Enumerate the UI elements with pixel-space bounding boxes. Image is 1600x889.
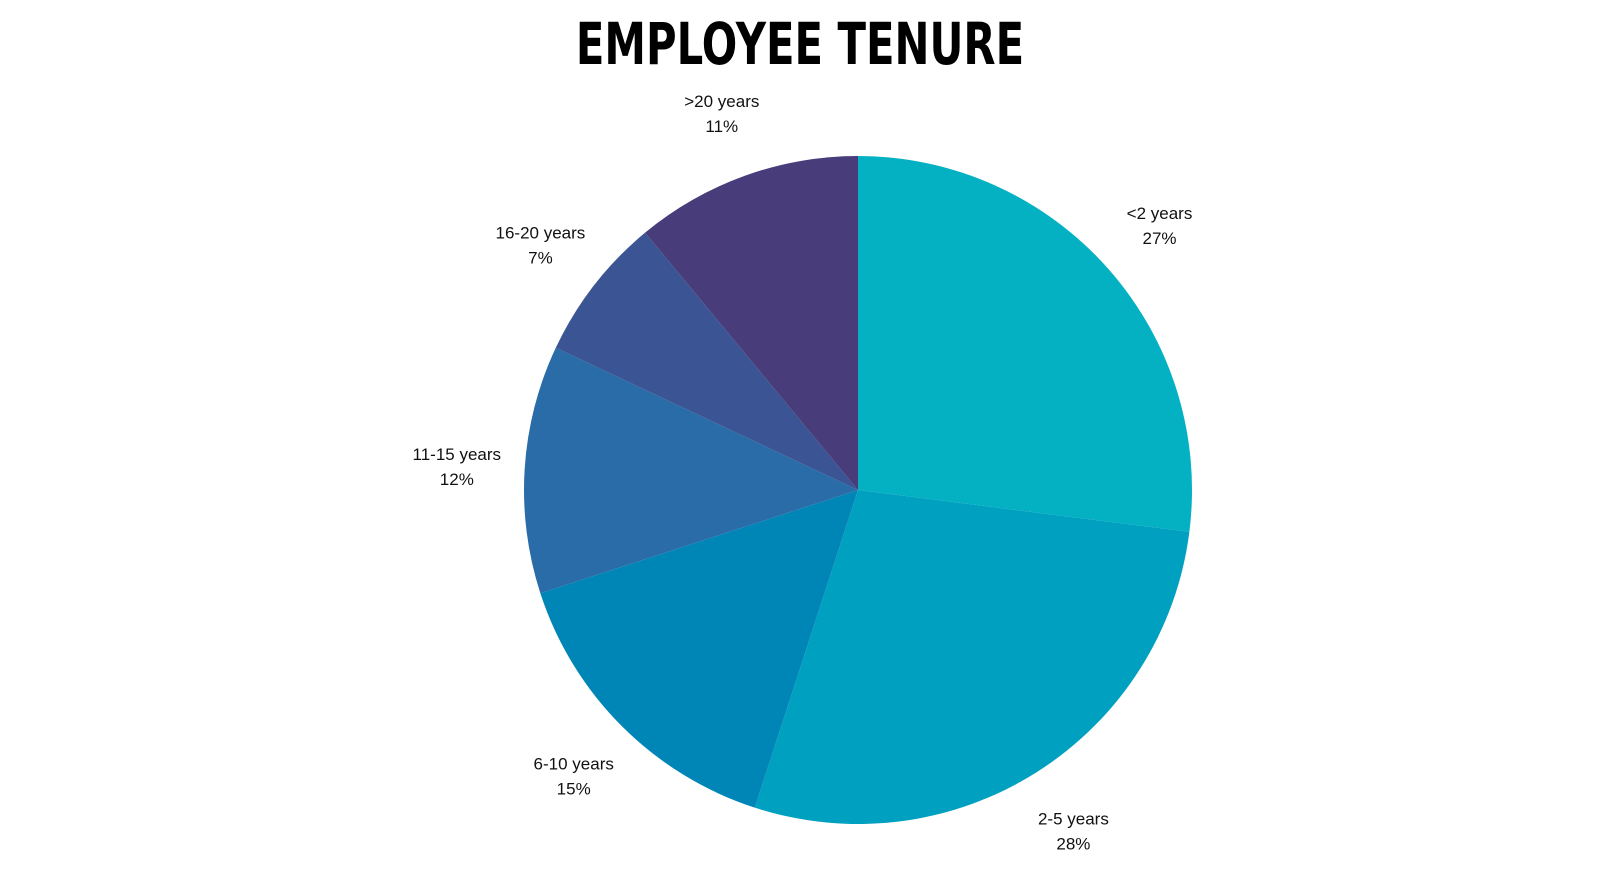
slice-value-label: 7% <box>528 249 553 268</box>
slice-category-label: <2 years <box>1127 204 1193 223</box>
slice-value-label: 28% <box>1056 834 1090 853</box>
pie-slice <box>540 490 858 808</box>
slice-value-label: 15% <box>557 779 591 798</box>
slice-category-label: 2-5 years <box>1038 809 1109 828</box>
slice-value-label: 12% <box>440 470 474 489</box>
chart-title: EMPLOYEE TENURE <box>575 10 1025 78</box>
pie-labels: <2 years 27% 2-5 years 28% 6-10 years 15% 11-1… <box>413 92 1193 854</box>
slice-category-label: 6-10 years <box>534 754 614 773</box>
pie-slice <box>858 156 1193 532</box>
slice-category-label: 16-20 years <box>496 224 586 243</box>
pie-slices <box>524 156 1193 824</box>
slice-value-label: 11% <box>705 117 738 136</box>
pie-slice <box>555 232 858 490</box>
pie-slice <box>754 490 1190 824</box>
slice-value-label: 27% <box>1142 229 1176 248</box>
pie-slice <box>524 347 858 594</box>
slice-category-label: 11-15 years <box>413 445 502 464</box>
pie-slice <box>645 156 858 490</box>
slice-category-label: >20 years <box>684 92 759 111</box>
